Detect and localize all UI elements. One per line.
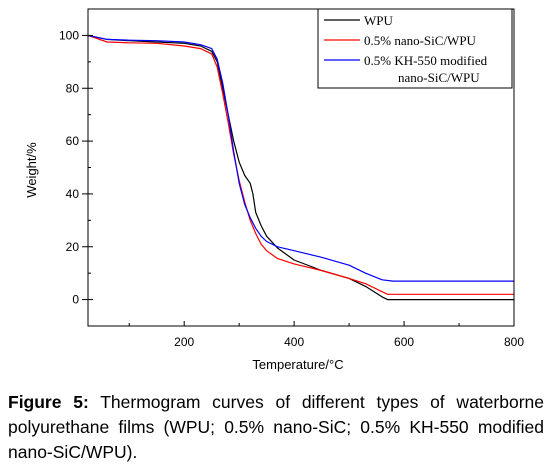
y-axis-label: Weight/%: [24, 142, 39, 198]
series-line-nano-sic: [87, 34, 514, 295]
legend-label-nano-sic: 0.5% nano-SiC/WPU: [364, 33, 477, 48]
y-tick-label: 80: [66, 81, 80, 95]
caption-text: Thermogram curves of different types of …: [8, 392, 544, 462]
x-tick-label: 800: [504, 335, 524, 349]
y-tick-label: 0: [72, 293, 79, 307]
y-tick-label: 20: [66, 240, 80, 254]
x-tick-label: 600: [394, 335, 414, 349]
axes: 200 400 600 800 0 20 40 60 80 100: [59, 8, 524, 349]
series-line-wpu: [87, 34, 514, 301]
x-axis-label: Temperature/°C: [252, 357, 343, 372]
y-tick-label: 40: [66, 187, 80, 201]
x-tick-label: 400: [284, 335, 304, 349]
legend-box: [317, 8, 513, 89]
legend: WPU 0.5% nano-SiC/WPU 0.5% KH-550 modifi…: [317, 8, 513, 89]
y-tick-label: 100: [59, 28, 79, 42]
x-tick-label: 200: [174, 335, 194, 349]
plot-area: [87, 34, 514, 301]
legend-label-wpu: WPU: [364, 13, 394, 28]
series-line-kh550: [87, 34, 514, 282]
y-tick-label: 60: [66, 134, 80, 148]
legend-label-kh550-line1: 0.5% KH-550 modified: [364, 53, 488, 68]
figure-caption: Figure 5: Thermogram curves of different…: [8, 390, 544, 465]
legend-label-kh550-line2: nano-SiC/WPU: [398, 70, 480, 85]
caption-label: Figure 5:: [8, 392, 89, 412]
